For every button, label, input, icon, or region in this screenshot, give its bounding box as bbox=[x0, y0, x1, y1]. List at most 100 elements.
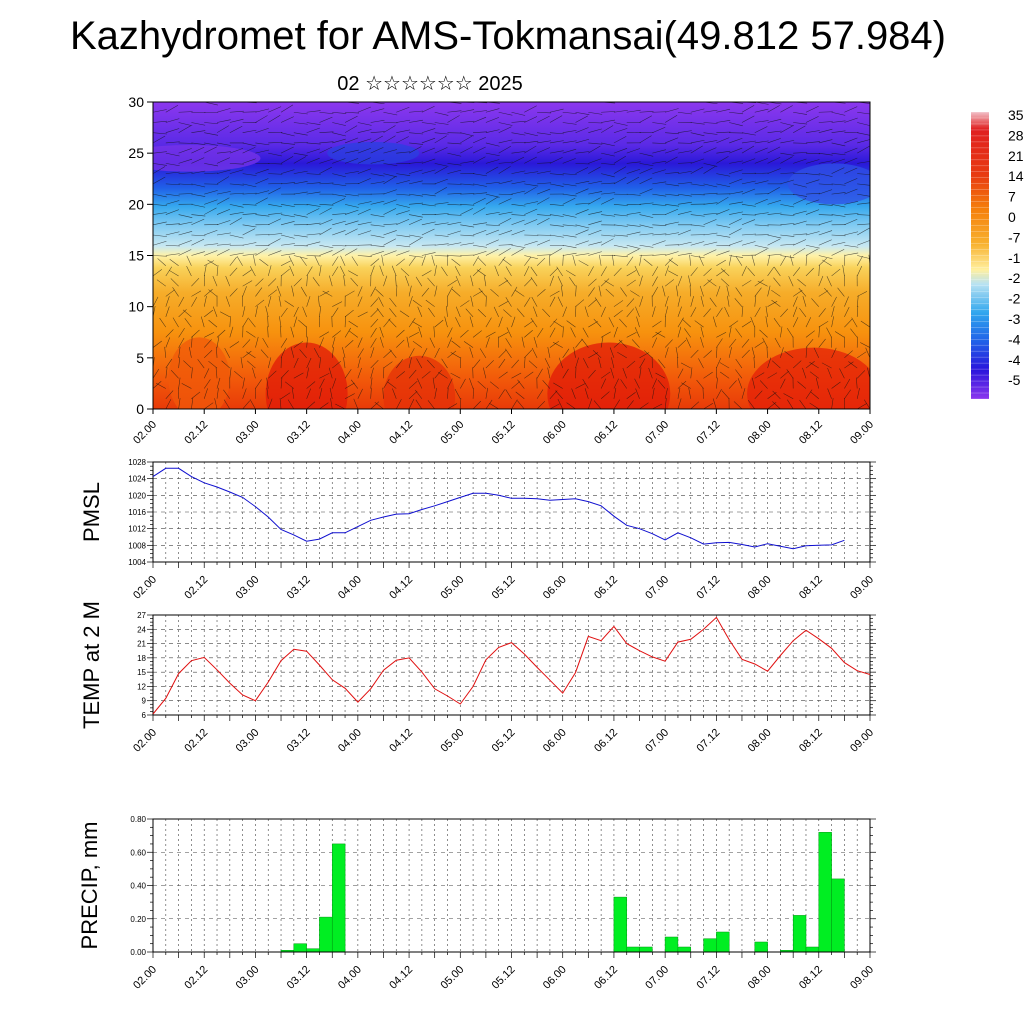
wind-barb bbox=[793, 233, 808, 236]
wind-barb bbox=[268, 115, 281, 123]
wind-barb bbox=[153, 163, 167, 166]
wind-barb bbox=[751, 347, 756, 358]
wind-barb bbox=[306, 222, 321, 226]
wind-barb bbox=[370, 244, 385, 247]
wind-barb bbox=[287, 399, 295, 409]
wind-barb bbox=[357, 157, 371, 164]
wind-barb bbox=[291, 387, 295, 399]
wind-barb bbox=[306, 296, 311, 307]
wind-barb bbox=[204, 163, 219, 167]
wind-barb bbox=[485, 181, 500, 185]
wind-barb bbox=[170, 278, 179, 287]
wind-barb bbox=[370, 286, 377, 297]
wind-barb bbox=[204, 142, 219, 146]
wind-barb bbox=[375, 288, 384, 297]
wind-barb bbox=[690, 214, 705, 217]
wind-barb bbox=[728, 254, 732, 266]
wind-barb bbox=[400, 268, 410, 277]
wind-barb bbox=[799, 307, 807, 318]
wind-barb bbox=[630, 290, 640, 297]
wind-barb bbox=[626, 212, 641, 215]
wind-barb bbox=[204, 122, 219, 125]
wind-barb bbox=[818, 183, 833, 186]
wind-barb bbox=[703, 278, 713, 287]
wind-barb bbox=[780, 193, 795, 196]
wind-barb bbox=[626, 400, 634, 409]
wind-barb bbox=[291, 285, 295, 297]
wind-barb bbox=[524, 330, 533, 338]
wind-barb bbox=[780, 102, 782, 103]
wind-barb bbox=[370, 131, 385, 133]
wind-barb bbox=[720, 268, 730, 277]
wind-barb bbox=[511, 286, 518, 297]
wind-barb bbox=[253, 254, 256, 266]
wind-barb bbox=[255, 108, 270, 113]
wind-barb bbox=[485, 159, 500, 164]
wind-barb bbox=[191, 170, 206, 174]
wind-barb bbox=[153, 269, 162, 277]
wind-barb bbox=[844, 361, 854, 369]
wind-barb bbox=[153, 166, 166, 174]
wind-barb bbox=[255, 287, 263, 297]
wind-barb bbox=[319, 402, 329, 409]
wind-barb bbox=[677, 241, 692, 246]
wind-barb bbox=[441, 266, 448, 277]
wind-barb bbox=[434, 132, 449, 135]
wind-barb bbox=[741, 338, 750, 348]
wind-barb bbox=[511, 141, 526, 144]
wind-barb bbox=[767, 105, 780, 113]
x-tick-label: 04.00 bbox=[336, 574, 364, 602]
wind-barb bbox=[153, 240, 167, 246]
wind-barb bbox=[280, 268, 290, 277]
wind-barb bbox=[412, 340, 423, 348]
wind-barb bbox=[434, 147, 448, 154]
wind-barb bbox=[178, 337, 185, 348]
colorbar-label: -3 bbox=[1008, 311, 1021, 327]
wind-barb bbox=[153, 296, 159, 307]
y-tick-label: 1024 bbox=[128, 475, 146, 484]
wind-barb bbox=[216, 169, 231, 174]
wind-barb bbox=[652, 403, 663, 409]
wind-barb bbox=[153, 381, 162, 389]
wind-barb bbox=[601, 198, 614, 205]
wind-barb bbox=[712, 398, 717, 409]
wind-barb bbox=[537, 132, 552, 135]
wind-barb bbox=[844, 378, 851, 389]
wind-barb bbox=[831, 130, 846, 133]
wind-barb bbox=[414, 389, 423, 399]
wind-barb bbox=[332, 173, 346, 178]
wind-barb bbox=[332, 301, 343, 307]
wind-barb bbox=[370, 251, 385, 256]
wind-barb bbox=[831, 347, 837, 358]
wind-barb bbox=[626, 270, 637, 277]
wind-barb bbox=[818, 160, 833, 164]
wind-barb bbox=[652, 160, 667, 164]
wind-barb bbox=[460, 109, 475, 113]
wind-barb bbox=[353, 398, 359, 409]
wind-barb bbox=[306, 110, 321, 113]
wind-barb bbox=[502, 258, 512, 266]
wind-barb bbox=[588, 197, 601, 205]
wind-barb bbox=[306, 122, 321, 125]
wind-barb bbox=[537, 140, 551, 144]
wind-barb bbox=[664, 279, 675, 287]
wind-barb bbox=[511, 316, 516, 328]
wind-barb bbox=[844, 350, 853, 359]
wind-barb bbox=[157, 258, 166, 266]
wind-barb bbox=[382, 387, 384, 399]
wind-barb bbox=[223, 399, 231, 409]
wind-barb bbox=[268, 163, 283, 165]
wind-barb bbox=[447, 387, 449, 399]
wind-barb bbox=[293, 357, 299, 369]
wind-barb bbox=[511, 111, 526, 116]
wind-barb bbox=[267, 295, 272, 307]
wind-barb bbox=[473, 250, 487, 256]
wind-barb bbox=[319, 116, 333, 123]
wind-barb bbox=[588, 166, 601, 174]
wind-barb bbox=[780, 370, 789, 379]
wind-barb bbox=[547, 367, 551, 379]
wind-barb bbox=[557, 296, 563, 307]
wind-barb bbox=[229, 204, 244, 208]
wind-barb bbox=[472, 156, 486, 164]
